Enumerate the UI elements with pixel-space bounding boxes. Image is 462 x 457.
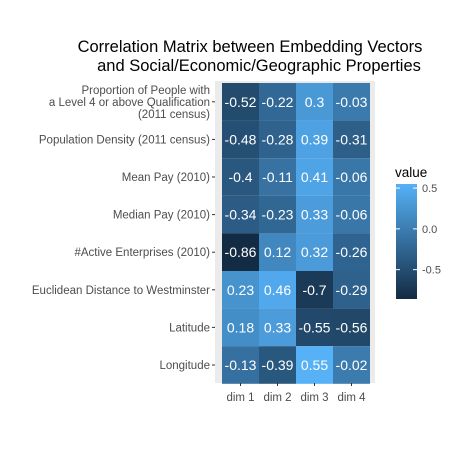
heatmap-cell bbox=[333, 271, 370, 309]
heatmap-cell bbox=[222, 120, 259, 159]
chart-title: Correlation Matrix between Embedding Vec… bbox=[78, 38, 423, 75]
cell-value-label: -0.29 bbox=[336, 282, 368, 298]
cell-value-label: 0.33 bbox=[264, 319, 291, 335]
cell-value-label: -0.34 bbox=[225, 207, 257, 223]
legend-title: value bbox=[395, 165, 427, 180]
heatmap-cell bbox=[222, 308, 259, 347]
x-axis-label: dim 1 bbox=[226, 392, 254, 404]
y-axis-label: Mean Pay (2010) bbox=[122, 172, 210, 184]
heatmap-cell bbox=[333, 158, 370, 196]
y-axis-label: Euclidean Distance to Westminster bbox=[32, 285, 210, 297]
heatmap-cell bbox=[222, 158, 259, 196]
y-axis-label: a Level 4 or above Qualification bbox=[49, 97, 210, 109]
heatmap-cell bbox=[296, 308, 333, 347]
heatmap-cell bbox=[259, 83, 296, 121]
cell-value-label: -0.03 bbox=[336, 94, 368, 110]
cell-value-label: -0.11 bbox=[262, 169, 293, 185]
heatmap-cell bbox=[296, 83, 333, 121]
cell-value-label: -0.31 bbox=[336, 131, 368, 147]
heatmap-cell bbox=[296, 120, 333, 159]
heatmap-cell bbox=[259, 120, 296, 159]
cell-value-label: -0.56 bbox=[336, 319, 368, 335]
legend-tick-label: -0.5 bbox=[422, 265, 441, 277]
heatmap-cell bbox=[333, 346, 370, 384]
cell-value-label: -0.86 bbox=[225, 244, 257, 260]
heatmap-cell bbox=[259, 271, 296, 309]
cell-value-label: -0.4 bbox=[228, 169, 252, 185]
y-axis-label: Proportion of People with bbox=[82, 85, 211, 97]
chart-title-line: Correlation Matrix between Embedding Vec… bbox=[78, 38, 423, 56]
cell-value-label: 0.32 bbox=[301, 244, 328, 260]
y-axis-label: (2011 census) bbox=[138, 109, 210, 121]
cell-value-label: 0.55 bbox=[301, 357, 328, 373]
heatmap-cell bbox=[333, 83, 370, 121]
cell-value-label: 0.12 bbox=[264, 244, 291, 260]
heatmap-cell bbox=[259, 233, 296, 271]
cell-value-label: 0.39 bbox=[301, 131, 328, 147]
heatmap-cells: -0.52 -0.22 0.3 -0.03 -0.48 -0.28 0.39 -0.31 -0.… bbox=[222, 83, 370, 384]
cell-value-label: 0.33 bbox=[301, 207, 328, 223]
heatmap-cell bbox=[222, 83, 259, 121]
x-axis-label: dim 3 bbox=[300, 392, 328, 404]
heatmap-cell bbox=[296, 233, 333, 271]
heatmap-cell bbox=[259, 195, 296, 234]
heatmap-cell bbox=[333, 120, 370, 159]
y-axis-label: Population Density (2011 census) bbox=[39, 134, 210, 146]
heatmap-cell bbox=[259, 308, 296, 347]
heatmap-cell bbox=[222, 346, 259, 384]
heatmap-cell bbox=[259, 158, 296, 196]
cell-value-label: -0.28 bbox=[262, 131, 294, 147]
cell-value-label: -0.52 bbox=[225, 94, 257, 110]
y-axis-label: Median Pay (2010) bbox=[113, 210, 210, 222]
heatmap-cell bbox=[296, 271, 333, 309]
heatmap-cell bbox=[333, 308, 370, 347]
heatmap-cell bbox=[296, 158, 333, 196]
heatmap-cell bbox=[333, 233, 370, 271]
heatmap-cell bbox=[222, 233, 259, 271]
chart-title-line: and Social/Economic/Geographic Propertie… bbox=[97, 57, 421, 75]
legend-color-bar bbox=[396, 184, 417, 299]
cell-value-label: -0.48 bbox=[225, 131, 257, 147]
cell-value-label: 0.23 bbox=[227, 282, 254, 298]
cell-value-label: -0.23 bbox=[262, 207, 294, 223]
heatmap-cell bbox=[259, 346, 296, 384]
legend-ticks: 0.5 0.0 -0.5 bbox=[396, 183, 441, 277]
heatmap-cell bbox=[296, 346, 333, 384]
x-axis-label: dim 4 bbox=[337, 392, 366, 404]
heatmap-cell bbox=[222, 195, 259, 234]
legend: value 0.5 0.0 -0.5 bbox=[395, 165, 441, 299]
x-axis-label: dim 2 bbox=[263, 392, 291, 404]
cell-value-label: -0.13 bbox=[225, 357, 257, 373]
heatmap-cell bbox=[222, 271, 259, 309]
cell-value-label: -0.55 bbox=[299, 319, 331, 335]
cell-value-label: 0.18 bbox=[227, 319, 254, 335]
cell-value-label: -0.02 bbox=[336, 357, 368, 373]
heatmap-cell bbox=[296, 195, 333, 234]
cell-value-label: 0.3 bbox=[305, 94, 325, 110]
cell-value-label: -0.22 bbox=[262, 94, 294, 110]
cell-value-label: -0.06 bbox=[336, 169, 368, 185]
cell-value-label: -0.7 bbox=[302, 282, 326, 298]
cell-value-label: -0.26 bbox=[336, 244, 368, 260]
cell-value-label: 0.41 bbox=[301, 169, 328, 185]
y-axis-label: Longitude bbox=[159, 360, 210, 372]
legend-tick-label: 0.0 bbox=[422, 224, 437, 236]
cell-value-label: -0.06 bbox=[336, 207, 368, 223]
cell-value-label: 0.46 bbox=[264, 282, 291, 298]
legend-tick-label: 0.5 bbox=[422, 183, 437, 195]
x-axis-labels: dim 1 dim 2 dim 3 dim 4 bbox=[226, 383, 366, 404]
cell-value-label: -0.39 bbox=[262, 357, 294, 373]
y-axis-label: Latitude bbox=[169, 322, 210, 334]
heatmap-cell bbox=[333, 195, 370, 234]
y-axis-label: #Active Enterprises (2010) bbox=[74, 247, 210, 259]
